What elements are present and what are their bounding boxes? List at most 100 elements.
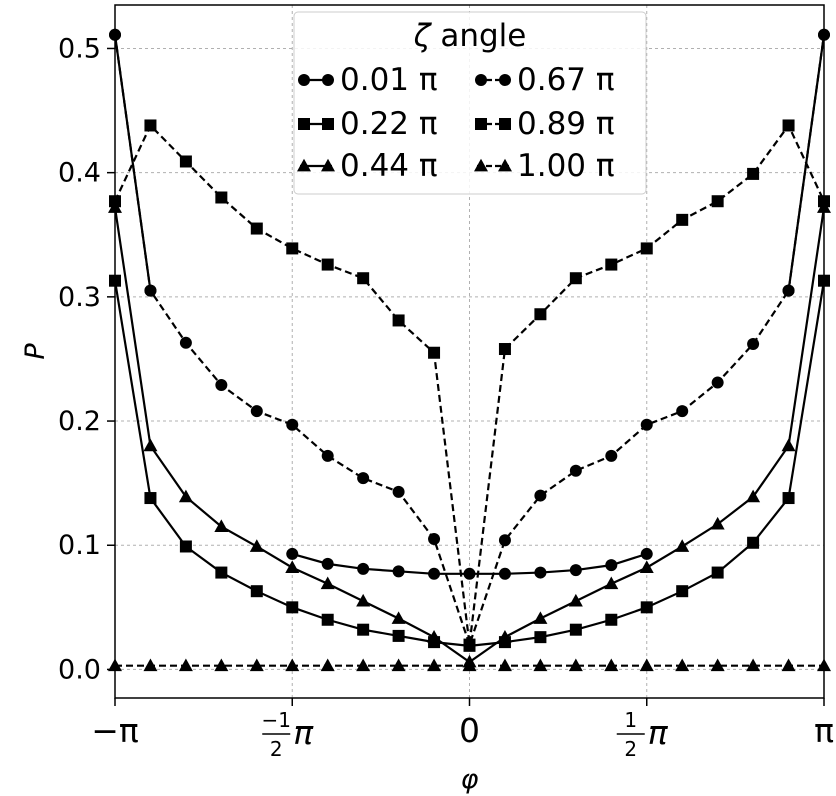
point-marker-square-11: [498, 343, 511, 356]
point-marker-square-12: [534, 308, 547, 321]
series-5: [108, 658, 831, 672]
point-marker-triangle-6: [320, 576, 335, 590]
point-marker-circle-0: [475, 74, 487, 86]
legend-label: 1.00 π: [517, 148, 615, 184]
point-marker-triangle-7: [356, 658, 371, 672]
point-marker-square-15: [640, 242, 653, 255]
legend-entry-2: 0.44 π: [297, 148, 438, 184]
point-marker-square-7: [357, 272, 370, 285]
series-3: [109, 28, 830, 651]
point-marker-square-3: [215, 191, 228, 204]
point-marker-circle-3: [215, 379, 228, 392]
point-marker-square-17: [711, 566, 724, 579]
point-marker-circle-17: [711, 376, 724, 389]
point-marker-circle-9: [428, 567, 441, 580]
point-marker-triangle-8: [391, 658, 406, 672]
point-marker-circle-14: [605, 449, 618, 462]
axes: 0.00.10.20.30.40.5−π −12 π 0 12 π πφP: [20, 4, 834, 795]
point-marker-circle-16: [676, 405, 689, 418]
x-tick-fraction-numerator: 1: [624, 708, 637, 732]
x-tick-label-fraction: 1 2 π: [616, 708, 669, 761]
point-marker-triangle-3: [214, 658, 229, 672]
point-marker-square-14: [605, 613, 618, 626]
point-marker-square-0: [298, 118, 310, 130]
point-marker-triangle-19: [781, 438, 796, 452]
point-marker-triangle-2: [178, 658, 193, 672]
point-marker-triangle-17: [710, 516, 725, 530]
x-axis-label: φ: [461, 764, 479, 795]
point-marker-square-0: [475, 118, 487, 130]
point-marker-square-5: [286, 601, 299, 614]
point-marker-square-6: [321, 613, 334, 626]
point-marker-circle-19: [782, 284, 795, 297]
point-marker-circle-12: [534, 566, 547, 579]
point-marker-square-2: [179, 540, 192, 553]
x-tick-label: 0: [459, 711, 480, 750]
y-tick-label: 0.2: [58, 406, 101, 437]
point-marker-triangle-2: [178, 489, 193, 503]
point-marker-circle-1: [144, 284, 157, 297]
legend-entry-0: 0.01 π: [298, 62, 438, 98]
point-marker-square-2: [179, 155, 192, 168]
y-tick-label: 0.5: [58, 33, 101, 64]
point-marker-square-8: [392, 629, 405, 642]
point-marker-circle-5: [286, 547, 299, 560]
legend-title: ζ angle: [413, 18, 527, 54]
point-marker-triangle-1: [498, 158, 512, 172]
point-marker-circle-1: [322, 74, 334, 86]
point-marker-square-8: [392, 314, 405, 327]
legend-title-symbol: ζ: [413, 18, 433, 54]
point-marker-triangle-1: [321, 158, 335, 172]
point-marker-square-10: [463, 638, 476, 651]
point-marker-triangle-13: [568, 658, 583, 672]
point-marker-triangle-6: [320, 658, 335, 672]
point-marker-circle-1: [499, 74, 511, 86]
x-tick-pi-symbol: π: [293, 713, 314, 752]
point-marker-square-5: [286, 242, 299, 255]
point-marker-triangle-4: [249, 658, 264, 672]
point-marker-circle-14: [605, 559, 618, 572]
point-marker-circle-8: [392, 485, 405, 498]
point-marker-square-17: [711, 195, 724, 208]
point-marker-circle-11: [498, 567, 511, 580]
point-marker-square-13: [569, 623, 582, 636]
point-marker-triangle-15: [639, 658, 654, 672]
point-marker-triangle-1: [143, 658, 158, 672]
legend-entry-4: 0.89 π: [475, 106, 615, 142]
point-marker-triangle-17: [710, 658, 725, 672]
point-marker-square-19: [782, 492, 795, 505]
point-marker-triangle-12: [533, 658, 548, 672]
point-marker-triangle-13: [568, 593, 583, 607]
series-line-4-0: [114, 123, 825, 645]
point-marker-triangle-9: [427, 658, 442, 672]
point-marker-square-1: [322, 118, 334, 130]
point-marker-circle-8: [392, 565, 405, 578]
point-marker-circle-2: [179, 336, 192, 349]
point-marker-square-19: [782, 119, 795, 132]
point-marker-triangle-12: [533, 611, 548, 624]
point-marker-triangle-4: [249, 539, 264, 552]
point-marker-square-12: [534, 631, 547, 644]
point-marker-square-18: [747, 536, 760, 549]
point-marker-triangle-18: [746, 489, 761, 503]
legend-entry-1: 0.22 π: [298, 106, 438, 142]
series-1: [109, 274, 830, 652]
point-marker-circle-5: [286, 418, 299, 431]
x-tick-pi-symbol: π: [648, 713, 669, 752]
point-marker-circle-18: [747, 338, 760, 351]
y-tick-label: 0.0: [58, 654, 101, 685]
point-marker-square-7: [357, 623, 370, 636]
point-marker-circle-15: [640, 418, 653, 431]
point-marker-triangle-8: [391, 611, 406, 624]
legend-title-text: angle: [431, 18, 527, 54]
point-marker-triangle-11: [497, 658, 512, 672]
point-marker-square-4: [250, 222, 263, 235]
legend-label: 0.01 π: [340, 62, 438, 98]
point-marker-circle-10: [463, 567, 476, 580]
point-marker-circle-0: [298, 74, 310, 86]
x-tick-fraction-numerator: −1: [262, 708, 291, 732]
point-marker-circle-13: [569, 464, 582, 477]
point-marker-triangle-5: [285, 560, 300, 573]
point-marker-triangle-14: [604, 658, 619, 672]
